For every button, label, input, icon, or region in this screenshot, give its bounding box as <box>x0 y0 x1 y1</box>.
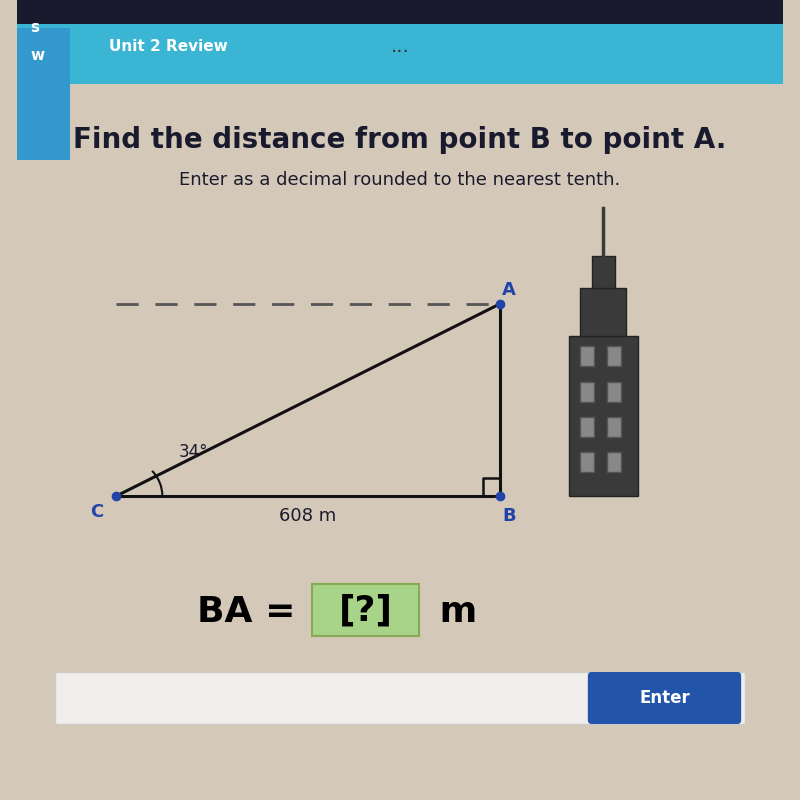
FancyBboxPatch shape <box>17 0 783 24</box>
Text: 34°: 34° <box>178 443 208 461</box>
Text: s: s <box>30 21 39 35</box>
Text: Enter: Enter <box>639 689 690 706</box>
Text: m: m <box>427 595 477 629</box>
FancyBboxPatch shape <box>312 584 419 636</box>
FancyBboxPatch shape <box>580 417 594 437</box>
FancyBboxPatch shape <box>607 417 621 437</box>
Text: ...: ... <box>390 37 410 56</box>
FancyBboxPatch shape <box>55 672 745 724</box>
FancyBboxPatch shape <box>580 382 594 402</box>
FancyBboxPatch shape <box>580 288 626 336</box>
Text: Enter as a decimal rounded to the nearest tenth.: Enter as a decimal rounded to the neares… <box>179 171 621 189</box>
FancyBboxPatch shape <box>607 382 621 402</box>
FancyBboxPatch shape <box>607 346 621 366</box>
FancyBboxPatch shape <box>17 28 70 160</box>
FancyBboxPatch shape <box>592 256 614 288</box>
FancyBboxPatch shape <box>569 336 638 496</box>
Text: C: C <box>90 503 104 521</box>
Text: Unit 2 Review: Unit 2 Review <box>109 39 227 54</box>
FancyBboxPatch shape <box>580 346 594 366</box>
Text: w: w <box>30 49 45 63</box>
Text: B: B <box>502 507 516 525</box>
Text: BA =: BA = <box>197 595 308 629</box>
Text: A: A <box>502 281 516 298</box>
FancyBboxPatch shape <box>588 672 741 724</box>
Text: [?]: [?] <box>338 594 393 627</box>
Text: 608 m: 608 m <box>279 507 337 525</box>
FancyBboxPatch shape <box>580 452 594 472</box>
FancyBboxPatch shape <box>607 452 621 472</box>
FancyBboxPatch shape <box>17 0 783 84</box>
Text: Find the distance from point B to point A.: Find the distance from point B to point … <box>74 126 726 154</box>
